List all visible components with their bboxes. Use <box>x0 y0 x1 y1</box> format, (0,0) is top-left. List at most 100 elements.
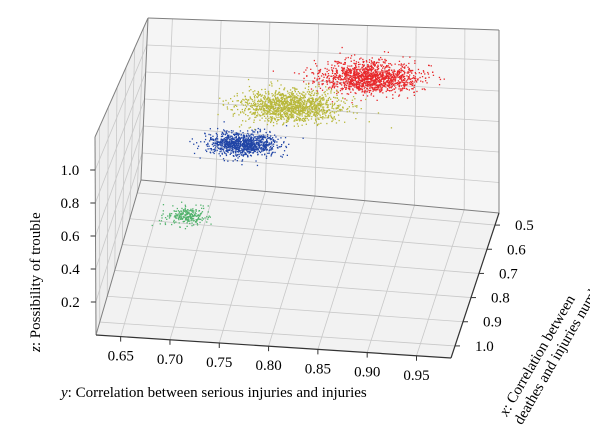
data-point <box>242 120 243 121</box>
data-point <box>419 77 420 78</box>
data-point <box>288 119 289 120</box>
data-point <box>361 86 362 87</box>
data-point <box>227 106 228 107</box>
data-point <box>342 47 343 48</box>
data-point <box>206 216 207 217</box>
data-point <box>345 78 346 79</box>
data-point <box>399 78 400 79</box>
data-point <box>360 58 361 59</box>
data-point <box>353 80 354 81</box>
data-point <box>356 106 357 107</box>
data-point <box>338 77 339 78</box>
data-point <box>357 69 358 70</box>
data-point <box>181 208 182 209</box>
data-point <box>370 90 371 91</box>
data-point <box>225 100 226 101</box>
data-point <box>192 214 193 215</box>
data-point <box>227 136 228 137</box>
data-point <box>193 210 194 211</box>
axis-panes <box>95 18 499 358</box>
data-point <box>237 157 238 158</box>
data-point <box>312 72 313 73</box>
data-point <box>271 85 272 86</box>
data-point <box>295 97 296 98</box>
data-point <box>268 91 269 92</box>
data-point <box>432 72 433 73</box>
data-point <box>343 69 344 70</box>
data-point <box>298 126 299 127</box>
data-point <box>387 81 388 82</box>
data-point <box>280 111 281 112</box>
data-point <box>257 97 258 98</box>
data-point <box>251 130 252 131</box>
data-point <box>287 117 288 118</box>
data-point <box>244 137 245 138</box>
data-point <box>322 97 323 98</box>
data-point <box>262 118 263 119</box>
data-point <box>213 146 214 147</box>
data-point <box>263 149 264 150</box>
data-point <box>331 121 332 122</box>
data-point <box>295 91 296 92</box>
data-point <box>319 97 320 98</box>
data-point <box>331 82 332 83</box>
data-point <box>225 144 226 145</box>
data-point <box>248 79 249 80</box>
data-point <box>234 135 235 136</box>
data-point <box>319 72 320 73</box>
data-point <box>371 63 372 64</box>
data-point <box>284 150 285 151</box>
data-point <box>336 97 337 98</box>
data-point <box>279 146 280 147</box>
data-point <box>354 63 355 64</box>
data-point <box>190 220 191 221</box>
data-point <box>175 221 176 222</box>
data-point <box>257 136 258 137</box>
data-point <box>331 88 332 89</box>
data-point <box>248 109 249 110</box>
data-point <box>254 145 255 146</box>
data-point <box>422 89 423 90</box>
data-point <box>370 73 371 74</box>
data-point <box>249 112 250 113</box>
z-axis-label: z: Possibility of trouble <box>28 212 44 353</box>
data-point <box>249 153 250 154</box>
data-point <box>354 54 355 55</box>
data-point <box>387 80 388 81</box>
data-point <box>278 111 279 112</box>
data-point <box>194 153 195 154</box>
data-point <box>178 218 179 219</box>
data-point <box>166 219 167 220</box>
data-point <box>313 99 314 100</box>
data-point <box>336 122 337 123</box>
data-point <box>318 84 319 85</box>
data-point <box>203 218 204 219</box>
data-point <box>266 141 267 142</box>
data-point <box>252 107 253 108</box>
data-point <box>342 88 343 89</box>
data-point <box>336 74 337 75</box>
data-point <box>277 147 278 148</box>
data-point <box>294 99 295 100</box>
data-point <box>284 118 285 119</box>
data-point <box>183 213 184 214</box>
data-point <box>327 81 328 82</box>
data-point <box>291 100 292 101</box>
data-point <box>321 104 322 105</box>
data-point <box>327 106 328 107</box>
data-point <box>415 72 416 73</box>
data-point <box>298 101 299 102</box>
data-point <box>195 205 196 206</box>
data-point <box>183 221 184 222</box>
data-point <box>224 141 225 142</box>
data-point <box>232 138 233 139</box>
data-point <box>245 114 246 115</box>
data-point <box>350 76 351 77</box>
data-point <box>305 116 306 117</box>
data-point <box>224 152 225 153</box>
data-point <box>231 132 232 133</box>
data-point <box>193 224 194 225</box>
data-point <box>356 63 357 64</box>
data-point <box>311 93 312 94</box>
data-point <box>384 51 385 52</box>
